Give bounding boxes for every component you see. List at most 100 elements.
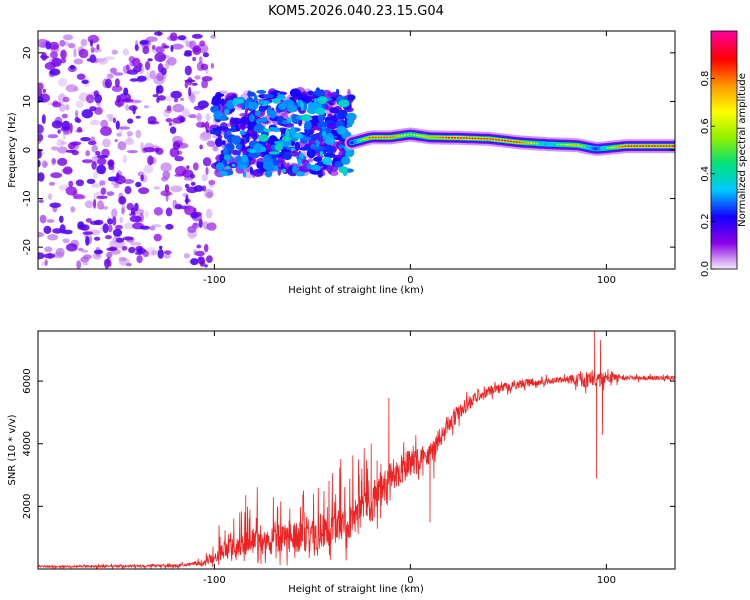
spectral-blob: [291, 165, 298, 174]
spectral-blob: [156, 85, 164, 94]
spectral-blob: [85, 236, 90, 246]
spectral-blob: [104, 258, 110, 269]
spectral-blob: [73, 58, 84, 65]
spectral-blob: [170, 45, 174, 52]
spectral-blob: [336, 125, 347, 135]
y-tick-label: -20: [22, 239, 33, 255]
spectral-blob: [89, 54, 97, 64]
spectral-blob: [205, 208, 213, 219]
spectral-blob: [156, 72, 165, 82]
spectral-blob: [122, 154, 128, 164]
spectral-blob: [47, 134, 59, 139]
spectral-blob: [100, 126, 112, 136]
spectral-blob: [304, 120, 312, 130]
spectral-blob: [205, 129, 210, 133]
spectral-blob: [132, 57, 141, 68]
colorbar-tick-label: 0.8: [700, 71, 711, 87]
spectral-blob: [60, 49, 67, 60]
spectral-blob: [125, 263, 132, 267]
spectral-blob: [233, 99, 244, 104]
spectral-blob: [81, 249, 89, 253]
spectral-blob: [286, 104, 298, 113]
spectral-blob: [91, 161, 97, 170]
spectral-blob: [282, 168, 286, 173]
spectral-blob: [271, 98, 281, 104]
spectral-blob: [184, 79, 196, 83]
spectral-blob: [106, 247, 118, 252]
spectral-blob: [154, 52, 166, 63]
spectral-blob: [61, 113, 68, 119]
spectral-blob: [38, 82, 44, 91]
spectral-blob: [231, 135, 242, 145]
spectral-blob: [248, 113, 255, 123]
spectral-blob: [345, 150, 350, 160]
spectral-blob: [280, 162, 285, 171]
spectral-blob: [86, 94, 95, 104]
spectral-blob: [109, 67, 118, 74]
spectral-blob: [199, 260, 205, 267]
spectral-blob: [192, 56, 197, 62]
spectral-blob: [97, 157, 107, 166]
spectral-blob: [114, 78, 120, 88]
spectral-blob: [76, 260, 82, 269]
spectral-blob: [106, 251, 113, 259]
spectral-blob: [97, 200, 104, 210]
spectral-blob: [292, 132, 304, 139]
spectral-blob: [57, 77, 68, 87]
spectral-blob: [215, 137, 223, 147]
spectral-blob: [206, 255, 213, 263]
snr-ticks: -100 0 100 2000 4000 6000: [22, 331, 675, 586]
spectral-blob: [172, 103, 185, 113]
spectral-blob: [184, 80, 189, 89]
spectral-blob: [39, 214, 47, 224]
spectral-blob: [286, 117, 293, 123]
spectral-blob: [106, 191, 115, 197]
spectral-blob: [78, 247, 84, 252]
spectral-blob: [112, 117, 117, 124]
spectral-blob: [300, 136, 312, 141]
spectral-blob: [123, 87, 129, 96]
spectral-blob: [84, 200, 94, 209]
spectral-blob: [115, 120, 120, 130]
spectral-blob: [213, 111, 222, 120]
spectral-blob: [85, 218, 92, 223]
spectral-blob: [346, 118, 355, 126]
spectral-blob: [52, 101, 62, 108]
spectral-blob: [169, 147, 180, 158]
spectral-blob: [138, 246, 142, 254]
spectral-blob: [321, 130, 327, 137]
spectral-blob: [82, 262, 89, 266]
spectral-blob: [190, 212, 199, 219]
spectrogram-y-axis-label: Frequency (Hz): [7, 112, 18, 188]
y-tick-label: -10: [22, 190, 33, 206]
spectral-blob: [121, 207, 125, 215]
spectral-blob: [41, 114, 46, 125]
spectral-blob: [75, 100, 84, 108]
spectral-blob: [163, 254, 171, 259]
spectral-blob: [153, 233, 162, 242]
spectral-blob: [317, 114, 326, 121]
spectral-blob: [192, 45, 202, 56]
spectral-blob: [315, 149, 322, 153]
spectral-blob: [346, 112, 357, 121]
spectral-blob: [244, 107, 248, 115]
spectral-blob: [142, 45, 150, 55]
spectral-blob: [239, 130, 246, 136]
spectral-blob: [156, 97, 160, 103]
spectral-blob: [57, 157, 68, 166]
spectral-blob: [191, 33, 203, 39]
spectral-blob: [166, 105, 172, 111]
spectral-blob: [113, 72, 124, 76]
chart-title: KOM5.2026.040.23.15.G04: [268, 4, 444, 19]
spectral-blob: [204, 121, 210, 131]
spectral-blob: [78, 48, 89, 59]
spectral-blob: [306, 107, 318, 115]
spectral-blob: [62, 166, 73, 175]
spectral-blob: [124, 186, 132, 195]
x-tick-label: -100: [203, 275, 226, 286]
spectral-blob: [256, 161, 263, 169]
spectral-blob: [162, 170, 171, 180]
spectral-blob: [328, 102, 334, 106]
spectral-blob: [196, 244, 202, 249]
spectral-blob: [47, 193, 53, 200]
